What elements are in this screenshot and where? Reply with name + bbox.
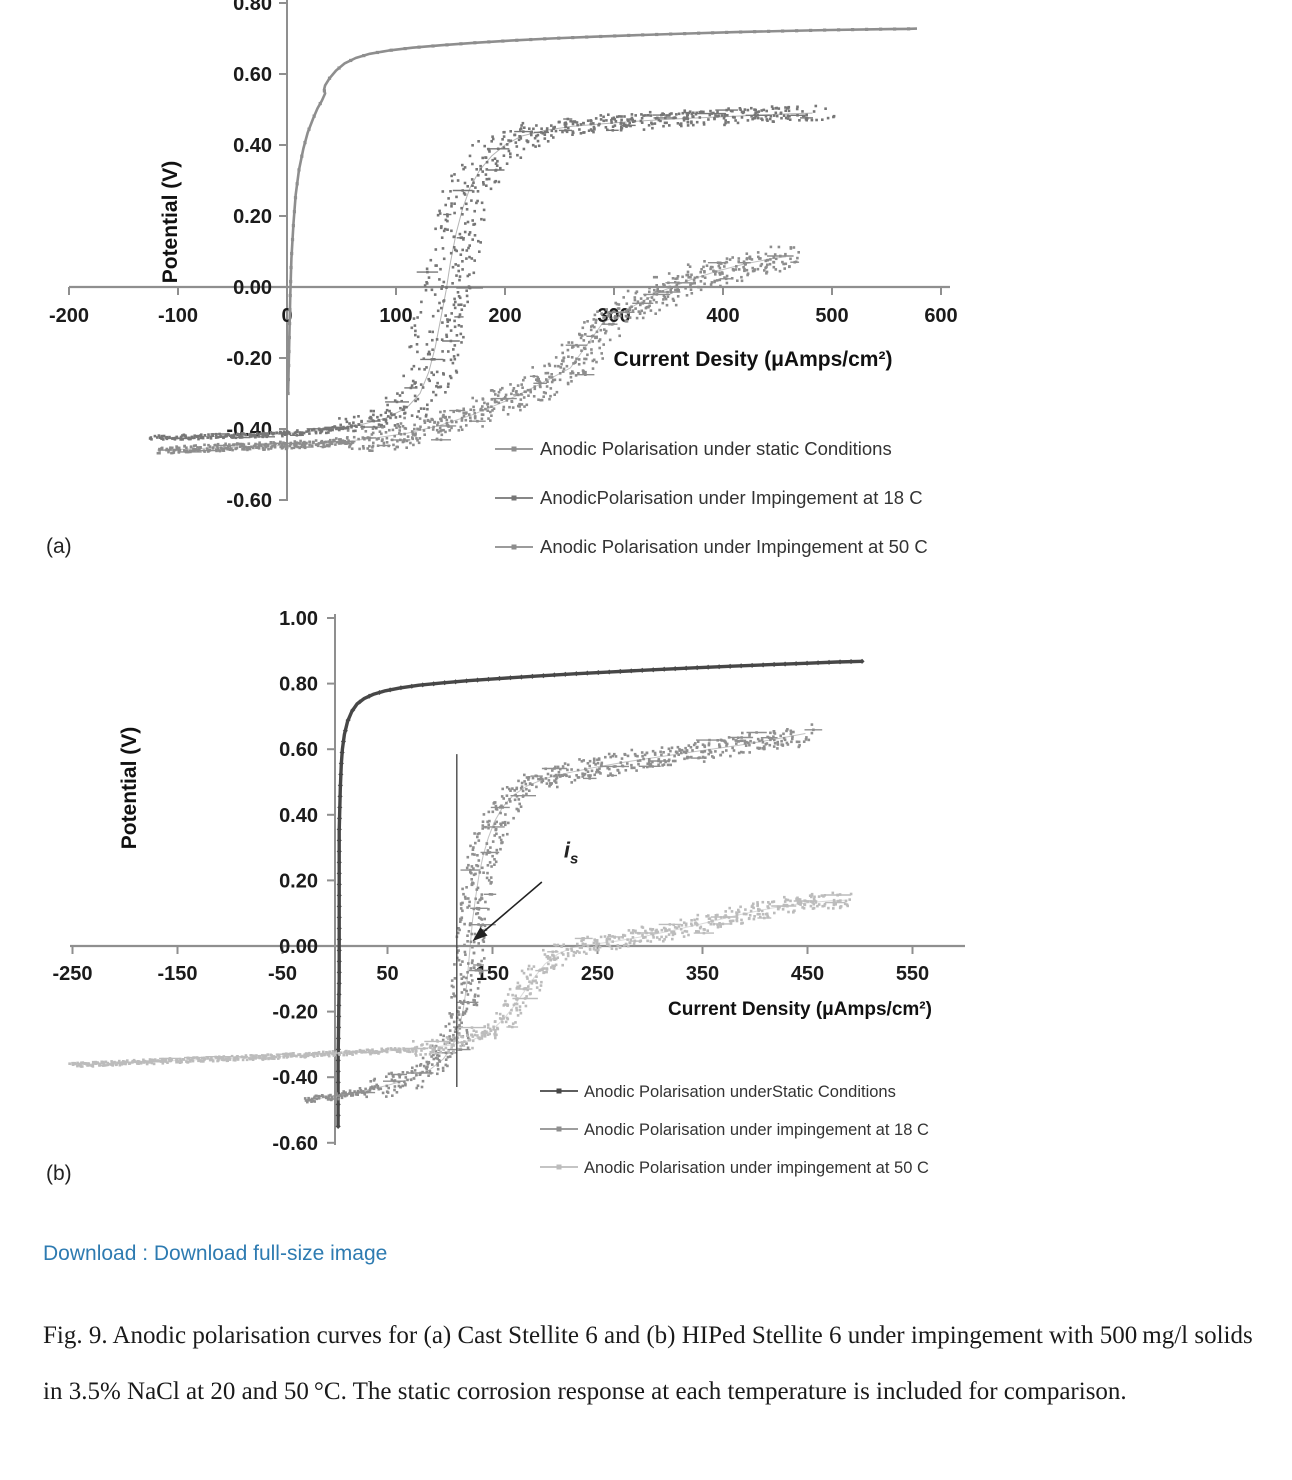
- axes: -250 -150 -50 50 150 250 350 450 550 1.00 0.80 0.60…: [52, 608, 965, 1155]
- x-axis-title: Current Density (μAmps/cm²): [668, 999, 932, 1020]
- series-3: [156, 245, 800, 455]
- x-tick-label: 200: [488, 305, 521, 327]
- x-tick-label: -50: [268, 963, 297, 985]
- is-label: is: [564, 837, 578, 867]
- x-tick-label: -200: [49, 305, 89, 327]
- series-1: [335, 658, 865, 1129]
- x-tick-label: 0: [281, 305, 292, 327]
- x-tick-label: 400: [706, 305, 739, 327]
- x-tick-label: -250: [52, 963, 92, 985]
- y-tick-label: 0.80: [279, 674, 318, 696]
- series-2: [148, 104, 836, 441]
- legend: Anodic Polarisation under static Conditi…: [495, 438, 928, 557]
- legend: Anodic Polarisation underStatic Conditio…: [540, 1083, 929, 1177]
- legend-entry: Anodic Polarisation underStatic Conditio…: [584, 1083, 896, 1101]
- y-tick-label: 1.00: [279, 608, 318, 630]
- y-tick-label: 0.20: [279, 870, 318, 892]
- x-tick-label: 600: [924, 305, 957, 327]
- y-axis-title: Potential (V): [118, 727, 141, 850]
- legend-marker: [511, 446, 517, 452]
- figure-caption: Fig. 9. Anodic polarisation curves for (…: [43, 1322, 1253, 1405]
- x-tick-label: 50: [376, 963, 398, 985]
- series-3: [68, 891, 853, 1068]
- panel-label: (a): [46, 535, 72, 558]
- legend-entry: AnodicPolarisation under Impingement at …: [540, 487, 923, 508]
- x-tick-label: 250: [581, 963, 614, 985]
- x-tick-label: 100: [379, 305, 412, 327]
- legend-entry: Anodic Polarisation under impingement at…: [584, 1121, 929, 1139]
- series-2: [303, 723, 823, 1104]
- axes: -200-10001002003004005006000.800.600.400…: [49, 0, 958, 512]
- legend-marker: [556, 1126, 562, 1132]
- chart-b: -250 -150 -50 50 150 250 350 450 550 1.00 0.80 0.60…: [0, 588, 1010, 1202]
- legend-entry: Anodic Polarisation under Impingement at…: [540, 536, 928, 557]
- chart-a: -200-10001002003004005006000.800.600.400…: [0, 0, 1010, 570]
- x-tick-label: 550: [896, 963, 929, 985]
- legend-entry: Anodic Polarisation under impingement at…: [584, 1159, 929, 1177]
- y-tick-label: 0.00: [279, 936, 318, 958]
- download-link[interactable]: Download : Download full-size image: [43, 1242, 388, 1265]
- legend-marker: [511, 544, 517, 550]
- legend-marker: [511, 495, 517, 501]
- y-tick-label: 0.40: [233, 135, 272, 157]
- x-tick-label: -150: [157, 963, 197, 985]
- y-tick-label: -0.60: [272, 1133, 318, 1155]
- x-tick-label: 150: [476, 963, 509, 985]
- y-tick-label: -0.20: [272, 1002, 318, 1024]
- is-annotation: is: [456, 754, 578, 1088]
- y-tick-label: 0.40: [279, 805, 318, 827]
- legend-marker: [556, 1088, 562, 1094]
- y-tick-label: 0.60: [279, 739, 318, 761]
- y-tick-label: 0.20: [233, 206, 272, 228]
- series-1: [286, 27, 918, 396]
- y-tick-label: -0.40: [272, 1067, 318, 1089]
- y-tick-label: -0.60: [226, 490, 272, 512]
- x-tick-label: 500: [815, 305, 848, 327]
- y-axis-title: Potential (V): [159, 161, 182, 284]
- legend-marker: [556, 1164, 562, 1170]
- y-tick-label: 0.60: [233, 64, 272, 86]
- y-tick-label: 0.80: [233, 0, 272, 15]
- y-tick-label: 0.00: [233, 277, 272, 299]
- y-tick-label: -0.20: [226, 348, 272, 370]
- x-tick-label: 350: [686, 963, 719, 985]
- x-tick-label: 450: [791, 963, 824, 985]
- x-axis-title: Current Desity (μAmps/cm²): [614, 348, 893, 371]
- x-tick-label: -100: [158, 305, 198, 327]
- legend-entry: Anodic Polarisation under static Conditi…: [540, 438, 892, 459]
- download-row: Download : Download full-size image: [43, 1242, 387, 1266]
- panel-label: (b): [46, 1162, 72, 1185]
